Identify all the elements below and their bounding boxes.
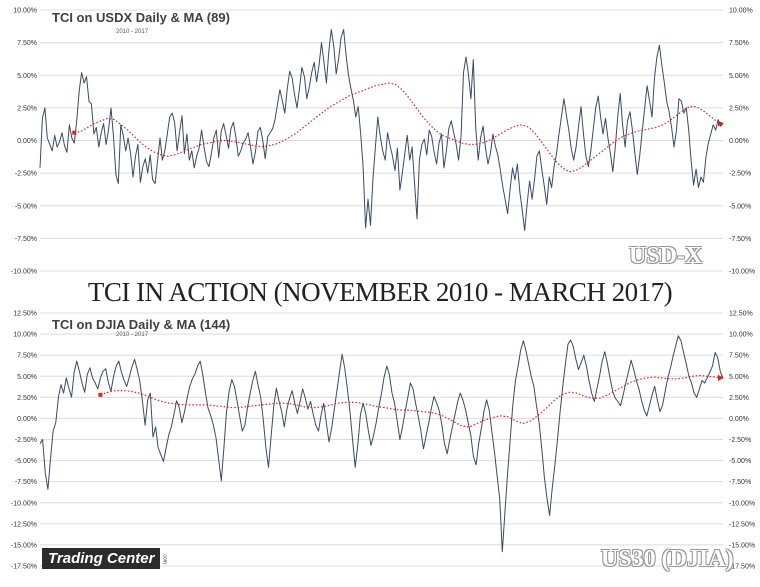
chart-1-ytick-left: 7.50% <box>17 40 37 47</box>
chart-2-ytick-right: -17.50% <box>729 564 755 571</box>
chart-2-ytick-right: -2.50% <box>729 437 751 444</box>
chart-2-ytick-right: 7.50% <box>729 353 749 360</box>
chart-1-ytick-right: -7.50% <box>729 236 751 243</box>
chart-1-ytick-right: -5.00% <box>729 203 751 210</box>
chart-1-ytick-right: -2.50% <box>729 171 751 178</box>
chart-1-ytick-left: 5.00% <box>17 73 37 80</box>
logo-tm: .com <box>161 552 168 564</box>
chart-1-title: TCI on USDX Daily & MA (89) <box>52 10 230 25</box>
chart-1-ytick-left: -2.50% <box>15 171 37 178</box>
chart-2-ytick-right: -5.00% <box>729 458 751 465</box>
chart-1-ytick-right: 0.00% <box>729 138 749 145</box>
chart-2-ytick-left: 5.00% <box>17 374 37 381</box>
chart-2-ytick-right: 10.00% <box>729 332 753 339</box>
chart-2-ytick-left: -2.50% <box>15 437 37 444</box>
chart-1-ytick-left: -7.50% <box>15 236 37 243</box>
chart-1-ytick-right: -10.00% <box>729 269 755 276</box>
chart-1-ytick-left: -10.00% <box>11 269 37 276</box>
chart-2-ytick-left: 10.00% <box>13 332 37 339</box>
chart-2-series-line <box>39 335 724 553</box>
chart-1-ytick-left: 10.00% <box>13 8 37 15</box>
chart-2-ma-line <box>100 374 724 428</box>
chart-1-ytick-right: 7.50% <box>729 40 749 47</box>
chart-2-ytick-left: 7.50% <box>17 353 37 360</box>
page-title: TCI IN ACTION (NOVEMBER 2010 - MARCH 201… <box>87 277 673 307</box>
chart-2-ytick-left: -17.50% <box>11 564 37 571</box>
chart-2-ytick-left: -12.50% <box>11 521 37 528</box>
chart-2-subtitle: 2010 - 2017 <box>116 332 149 338</box>
chart-2-ytick-left: -10.00% <box>11 500 37 507</box>
chart-2-ytick-right: -15.00% <box>729 542 755 549</box>
chart-2-ytick-left: -7.50% <box>15 479 37 486</box>
chart-1-watermark: USD-X <box>629 243 703 269</box>
chart-1-ytick-right: 2.50% <box>729 105 749 112</box>
chart-1-ytick-left: 0.00% <box>17 138 37 145</box>
chart-2-ma-end-marker <box>718 374 724 381</box>
chart-1-ma-end-marker <box>718 120 724 127</box>
chart-1-ytick-left: -5.00% <box>15 203 37 210</box>
chart-2-ytick-left: -15.00% <box>11 542 37 549</box>
chart-1-ma-start-marker <box>72 130 77 135</box>
chart-2-ytick-right: 5.00% <box>729 374 749 381</box>
chart-1-ytick-left: 2.50% <box>17 105 37 112</box>
chart-1-ytick-right: 5.00% <box>729 73 749 80</box>
chart-2-ytick-right: 2.50% <box>729 395 749 402</box>
chart-2-ytick-right: 0.00% <box>729 416 749 423</box>
chart-1-subtitle: 2010 - 2017 <box>116 29 149 35</box>
logo-text: Trading Center <box>42 547 161 569</box>
chart-2-watermark: US30 (DJIA) <box>601 546 734 572</box>
chart-2-ytick-left: -5.00% <box>15 458 37 465</box>
chart-2-ytick-right: -10.00% <box>729 500 755 507</box>
chart-2-ytick-right: 12.50% <box>729 311 753 318</box>
chart-2-ytick-left: 2.50% <box>17 395 37 402</box>
chart-1-ma-line <box>74 82 724 173</box>
chart-2-ytick-left: 0.00% <box>17 416 37 423</box>
chart-2-ytick-right: -7.50% <box>729 479 751 486</box>
chart-2-ytick-left: 12.50% <box>13 311 37 318</box>
chart-1-series-line <box>39 29 724 231</box>
chart-2-title: TCI on DJIA Daily & MA (144) <box>52 317 231 332</box>
chart-2-ma-start-marker <box>98 392 103 397</box>
chart-1-ytick-right: 10.00% <box>729 8 753 15</box>
trading-center-logo: Trading Center .com <box>42 546 167 570</box>
chart-2-ytick-right: -12.50% <box>729 521 755 528</box>
